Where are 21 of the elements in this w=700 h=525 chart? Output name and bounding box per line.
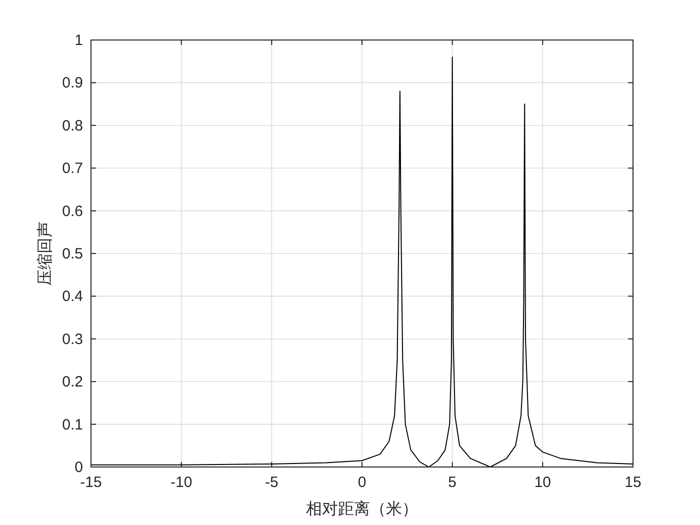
y-tick-label: 0.5 <box>62 246 83 262</box>
y-tick-label: 0.6 <box>62 202 83 220</box>
y-tick-label: 0.7 <box>62 160 83 178</box>
y-tick-label: 1 <box>74 32 83 49</box>
x-axis-title: 相对距离（米） <box>306 500 418 518</box>
y-tick-label: 0.4 <box>62 288 83 306</box>
line-series <box>90 56 634 468</box>
x-tick-label: 5 <box>448 474 457 491</box>
y-tick-label: 0.3 <box>62 330 83 348</box>
x-tick-label: 0 <box>358 474 366 491</box>
y-axis-title: 压缩回声 <box>36 222 54 286</box>
x-tick-label: 10 <box>534 474 552 491</box>
y-tick-label: 0.1 <box>62 416 83 434</box>
y-tick-label: 0.2 <box>62 374 83 391</box>
x-tick-label: 15 <box>624 474 642 491</box>
x-tick-label: -5 <box>264 474 278 491</box>
x-tick-label: -15 <box>80 474 102 491</box>
y-tick-label: 0 <box>74 459 83 476</box>
y-tick-label: 0.9 <box>62 74 83 92</box>
x-tick-label: -10 <box>170 474 192 491</box>
y-tick-label: 0.8 <box>62 117 83 134</box>
